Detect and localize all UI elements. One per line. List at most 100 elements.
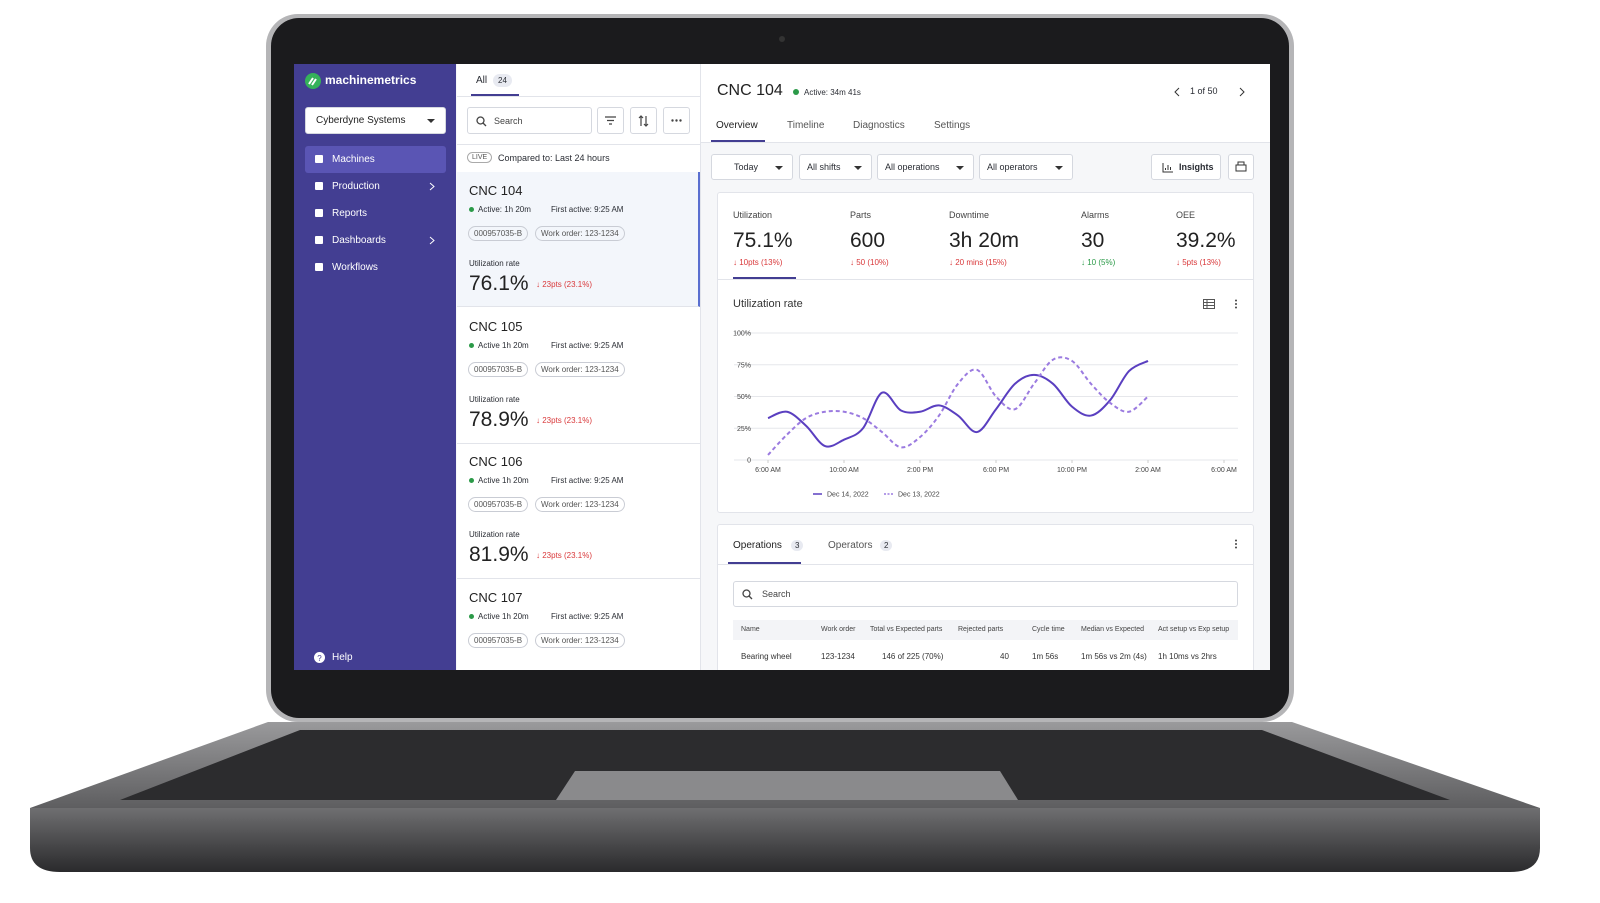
status-dot (793, 89, 799, 95)
filter-button[interactable] (597, 107, 624, 134)
machine-card[interactable]: CNC 104 Active: 1h 20m First active: 9:25 … (457, 172, 700, 307)
y-tick-label: 100% (733, 331, 751, 338)
part-tag tag: 000957035-B (468, 497, 529, 512)
caret (854, 166, 862, 170)
filter-icon (605, 116, 616, 125)
kpi-underline (733, 277, 796, 279)
kpi-delta: ↓ 10 (5%) (1081, 258, 1116, 267)
pager: 1 of 50 (1190, 86, 1218, 96)
tab-underline (711, 140, 765, 142)
nav-item[interactable]: Dashboards (305, 227, 446, 254)
nav-item[interactable]: Workflows (305, 254, 446, 281)
sort-button[interactable] (630, 107, 657, 134)
metric-label: Utilization rate (469, 394, 520, 404)
detail-tab[interactable]: Overview (716, 120, 758, 131)
detail-header (701, 64, 1270, 143)
operations-search[interactable]: Search (733, 581, 1238, 607)
filter-label: All operations (885, 162, 940, 172)
filter-dropdown[interactable]: All operations (877, 154, 974, 180)
part-tag tag: 000957035-B (468, 632, 529, 648)
kpi-delta: ↓ 10pts (13%) (733, 258, 783, 267)
next-button[interactable] (1238, 87, 1246, 97)
nav-label: Production (332, 181, 380, 192)
kpi-value: 600 (850, 229, 886, 252)
operations-tab[interactable]: Operations (733, 540, 782, 551)
icon-shape (315, 155, 323, 163)
machine-detail: CNC 104 Active: 34m 41s 1 of 50 Insights… (701, 64, 1270, 670)
help-icon: ? (314, 652, 325, 663)
first-active: First active: 9:25 AM (551, 205, 624, 214)
order-tag: Work order: 123-1234 (535, 361, 625, 377)
operations-tab[interactable]: Operators (828, 540, 873, 551)
kpi-label: Utilization (733, 210, 773, 220)
detail-tab[interactable]: Diagnostics (853, 120, 905, 131)
machine-name: CNC 106 (469, 454, 523, 469)
nav-item[interactable]: Reports (305, 200, 446, 227)
dropdown-caret (427, 119, 435, 123)
filter-dropdown[interactable]: All operators (979, 154, 1073, 180)
insights-button[interactable]: Insights (1151, 154, 1221, 180)
kpi-label: Downtime (949, 210, 990, 220)
series-line (767, 356, 1149, 456)
chevron (429, 236, 435, 245)
part-tag tag: 000957035-B (468, 361, 529, 377)
tab-count: 3 (791, 540, 804, 551)
nav-icon (315, 236, 323, 244)
y-tick-label: 75% (737, 362, 751, 369)
table-cell: 1m 56s (1032, 652, 1059, 661)
app-screen: machinemetrics Cyberdyne Systems ? Help … (294, 64, 1270, 670)
divider (718, 564, 1253, 565)
table-view-icon[interactable] (1203, 299, 1215, 309)
nav-icon (315, 155, 323, 163)
status-dot (469, 613, 474, 619)
nav-item[interactable]: Production (305, 173, 446, 200)
divider (718, 279, 1253, 280)
icon-shape (315, 182, 323, 190)
chevron (429, 182, 435, 191)
icon-shape (315, 236, 323, 244)
filter-dropdown[interactable]: All shifts (799, 154, 872, 180)
active-time: Active 1h 20m (478, 340, 529, 350)
org-name: Cyberdyne Systems (316, 115, 406, 126)
sort-icon (638, 115, 649, 127)
metric-label: Utilization rate (469, 259, 520, 268)
more-button[interactable] (663, 107, 690, 134)
tab-count: 24 (493, 74, 512, 87)
caret (956, 166, 964, 170)
machine-card[interactable]: CNC 106 Active 1h 20m First active: 9:25 A… (457, 443, 700, 579)
nav-item[interactable]: Machines (305, 146, 446, 173)
order-tag: Work order: 123-1234 (535, 226, 625, 241)
chart-menu[interactable] (1234, 299, 1238, 309)
kpi-label: Parts (850, 210, 872, 220)
print-button[interactable] (1228, 154, 1254, 180)
search-box[interactable]: Search (467, 107, 592, 134)
machine-card[interactable]: CNC 105 Active 1h 20m First active: 9:25 A… (457, 308, 700, 444)
detail-tab[interactable]: Timeline (787, 120, 825, 131)
column-header: Cycle time (1032, 626, 1065, 633)
active-time: Active 1h 20m (478, 476, 529, 485)
dot (469, 207, 474, 212)
help-link[interactable]: Help (332, 652, 353, 663)
nav-chevron (429, 182, 435, 191)
insights-label: Insights (1179, 162, 1214, 172)
first-active: First active: 9:25 AM (551, 340, 624, 350)
metric-delta: ↓ 23pts (23.1%) (536, 280, 593, 289)
prev-button[interactable] (1173, 87, 1181, 97)
tab-all[interactable]: All (476, 75, 488, 86)
column-header: Total vs Expected parts (870, 626, 943, 633)
detail-tab[interactable]: Settings (934, 120, 971, 131)
live-badge: LIVE (467, 152, 493, 163)
operations-menu[interactable] (1234, 539, 1238, 549)
x-tick-label: 2:00 AM (1135, 467, 1161, 474)
y-tick-label: 50% (737, 394, 751, 401)
machine-list: All 24 Search LIVE Compared to: Last 24 … (457, 64, 701, 670)
filter-dropdown[interactable]: Today (711, 154, 793, 180)
logo-icon (305, 73, 321, 89)
legend-label: Dec 14, 2022 (827, 492, 869, 499)
nav-label: Workflows (332, 262, 378, 273)
machine-card[interactable]: CNC 107 Active 1h 20m First active: 9:25 A… (457, 579, 700, 671)
order-tag: Work order: 123-1234 (535, 632, 625, 648)
insights-icon (1162, 163, 1173, 173)
column-header: Rejected parts (958, 626, 1004, 633)
org-selector[interactable]: Cyberdyne Systems (305, 107, 446, 134)
